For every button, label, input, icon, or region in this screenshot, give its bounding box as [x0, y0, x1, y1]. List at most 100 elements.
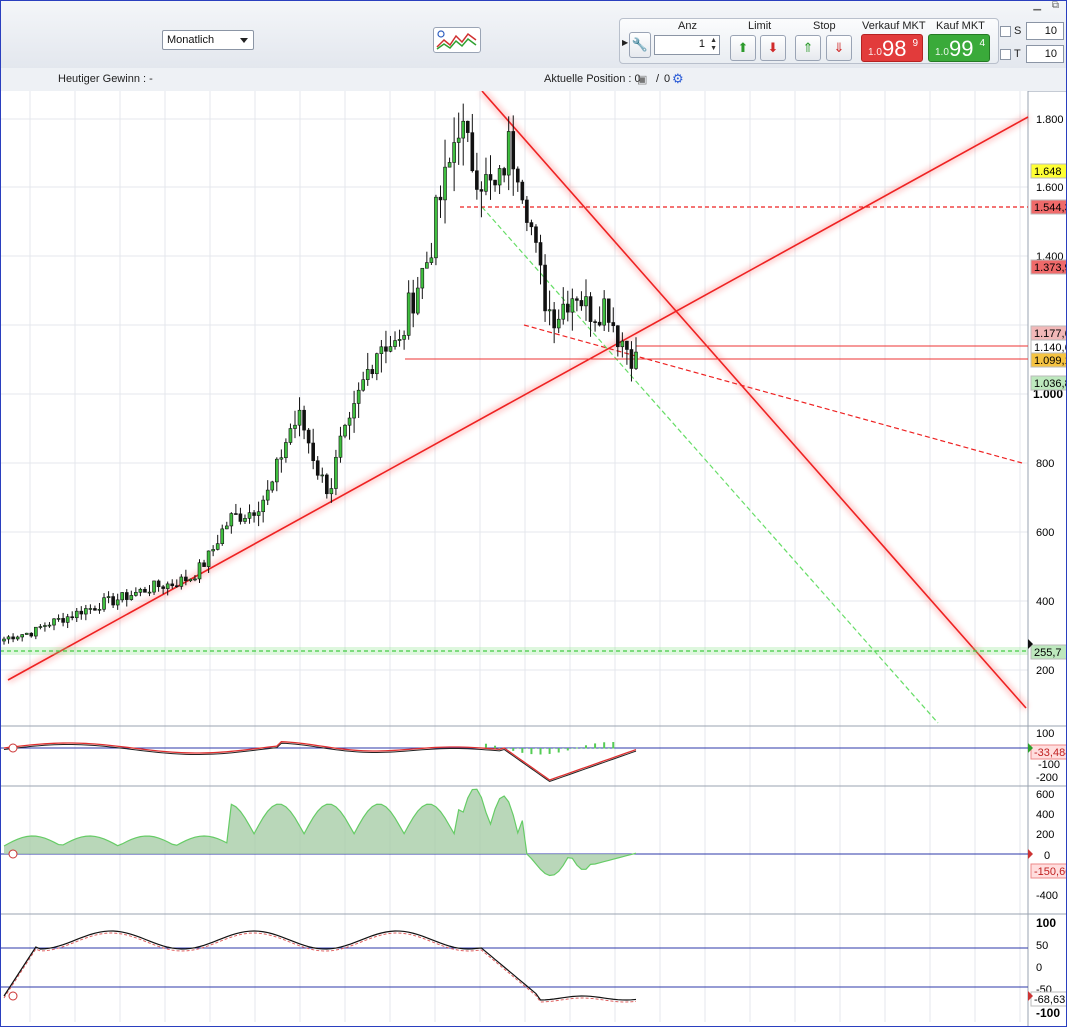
candle[interactable]	[115, 593, 120, 610]
gear-icon[interactable]: ⚙	[672, 71, 684, 86]
candle[interactable]	[184, 569, 188, 586]
candle[interactable]	[297, 397, 302, 437]
candle[interactable]	[179, 574, 184, 590]
candle[interactable]	[347, 411, 352, 440]
panel-expand-icon[interactable]: ▶	[622, 38, 629, 47]
candle[interactable]	[47, 622, 52, 628]
candle[interactable]	[438, 185, 443, 218]
candle[interactable]	[329, 478, 334, 503]
candle[interactable]	[315, 456, 320, 480]
candle[interactable]	[79, 606, 84, 620]
candle[interactable]	[461, 103, 466, 166]
candle[interactable]	[575, 296, 579, 312]
candle[interactable]	[302, 405, 306, 440]
candle[interactable]	[238, 507, 243, 525]
candle[interactable]	[170, 579, 175, 589]
candle[interactable]	[293, 410, 297, 439]
buy-stop-button[interactable]: ⇑	[795, 35, 821, 61]
candle[interactable]	[74, 607, 79, 623]
candle[interactable]	[234, 503, 238, 515]
candle[interactable]	[611, 307, 616, 333]
candle[interactable]	[165, 581, 170, 596]
candle[interactable]	[511, 115, 516, 196]
candle[interactable]	[411, 279, 416, 328]
stochastic-indicator[interactable]	[3, 930, 637, 1003]
candle[interactable]	[270, 480, 275, 493]
candle[interactable]	[579, 291, 584, 311]
candle[interactable]	[202, 559, 206, 567]
candle[interactable]	[247, 504, 252, 524]
candle[interactable]	[152, 580, 156, 595]
candle[interactable]	[129, 590, 134, 601]
position-close-icon[interactable]: ▣	[637, 74, 648, 86]
s-value-field[interactable]: 10	[1026, 22, 1064, 40]
candle[interactable]	[606, 298, 611, 332]
candle[interactable]	[493, 179, 497, 192]
candle[interactable]	[597, 306, 602, 327]
candle[interactable]	[343, 423, 347, 439]
spinner-icon[interactable]: ▲ ▼	[710, 37, 717, 52]
candle[interactable]	[506, 116, 511, 191]
candle[interactable]	[452, 117, 456, 192]
candle[interactable]	[147, 585, 152, 597]
candle[interactable]	[124, 589, 129, 607]
candle[interactable]	[338, 426, 343, 463]
resistance-trendline[interactable]	[481, 90, 1027, 709]
candle[interactable]	[470, 113, 475, 173]
candle[interactable]	[425, 251, 429, 269]
candle[interactable]	[161, 584, 165, 595]
candle[interactable]	[561, 287, 566, 325]
candle[interactable]	[406, 280, 411, 340]
candlesticks[interactable]	[2, 103, 638, 645]
candle[interactable]	[420, 267, 425, 300]
macd-origin-marker[interactable]	[8, 743, 18, 753]
candle[interactable]	[456, 112, 461, 165]
candle[interactable]	[584, 279, 588, 321]
candle[interactable]	[620, 332, 625, 358]
candle[interactable]	[34, 626, 38, 640]
candle[interactable]	[143, 586, 147, 593]
candle[interactable]	[497, 165, 502, 195]
candle[interactable]	[306, 428, 311, 454]
candle[interactable]	[211, 545, 215, 557]
candle[interactable]	[556, 309, 561, 334]
candle[interactable]	[156, 579, 161, 592]
candle[interactable]	[365, 352, 370, 386]
candle[interactable]	[593, 319, 597, 332]
candle[interactable]	[275, 457, 279, 492]
candle[interactable]	[434, 194, 438, 266]
candle[interactable]	[552, 302, 556, 344]
period-select[interactable]: Monatlich	[162, 30, 254, 50]
momentum-indicator[interactable]	[3, 788, 637, 877]
price-pane[interactable]	[0, 91, 1028, 725]
candle[interactable]	[229, 512, 234, 534]
candle[interactable]	[547, 290, 552, 326]
candle[interactable]	[397, 329, 402, 347]
t-checkbox[interactable]	[1000, 49, 1011, 60]
candle[interactable]	[52, 618, 56, 631]
candle[interactable]	[325, 473, 329, 499]
candle[interactable]	[65, 613, 70, 629]
candle[interactable]	[70, 611, 75, 621]
candle[interactable]	[193, 575, 197, 582]
candle[interactable]	[529, 219, 534, 236]
candle[interactable]	[384, 330, 388, 364]
candle[interactable]	[84, 604, 88, 621]
macd-indicator[interactable]	[3, 741, 637, 783]
candle[interactable]	[538, 234, 543, 285]
candle[interactable]	[206, 550, 211, 573]
window-controls[interactable]: ▁ ⧉	[1033, 0, 1063, 11]
candle[interactable]	[370, 364, 375, 379]
sell-limit-button[interactable]: ⬇	[760, 35, 786, 61]
candle[interactable]	[320, 467, 325, 483]
candle[interactable]	[174, 579, 179, 588]
candle[interactable]	[288, 423, 293, 445]
stochastic-pane[interactable]	[0, 916, 1028, 1022]
candle[interactable]	[279, 449, 284, 473]
candle[interactable]	[429, 242, 434, 265]
candle[interactable]	[415, 276, 420, 316]
candle[interactable]	[243, 514, 247, 524]
candle[interactable]	[284, 438, 288, 463]
buy-limit-button[interactable]: ⬆	[730, 35, 756, 61]
candle[interactable]	[634, 337, 638, 371]
